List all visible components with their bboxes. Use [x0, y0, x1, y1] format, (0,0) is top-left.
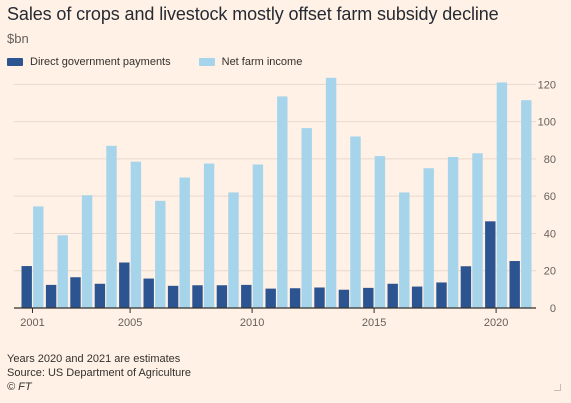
bar-net-income-2012	[301, 128, 312, 308]
bar-direct-payments-2005	[119, 262, 130, 308]
x-tick-label-2005: 2005	[118, 317, 142, 329]
bar-direct-payments-2004	[94, 283, 106, 308]
bar-net-income-2008	[203, 163, 215, 308]
x-tick-label-2020: 2020	[484, 317, 508, 329]
bar-net-income-2009	[228, 192, 239, 308]
bar-net-income-2020	[496, 82, 508, 309]
legend-label-direct-payments: Direct government payments	[30, 56, 171, 68]
legend-label-net-income: Net farm income	[221, 56, 303, 68]
y-tick-label-80: 80	[544, 154, 556, 166]
bar-net-income-2017	[423, 168, 434, 308]
bar-net-income-2018	[447, 157, 459, 308]
bar-net-income-2021	[521, 100, 532, 308]
x-tick-label-2001: 2001	[20, 317, 44, 329]
bar-direct-payments-2007	[167, 285, 179, 308]
bar-net-income-2019	[472, 153, 483, 308]
x-tick-label-2015: 2015	[362, 317, 386, 329]
bar-direct-payments-2011	[265, 288, 276, 308]
y-tick-label-60: 60	[544, 191, 556, 203]
bar-net-income-2004	[106, 145, 117, 308]
bar-direct-payments-2010	[241, 284, 252, 308]
bar-direct-payments-2020	[485, 221, 496, 308]
chart-legend: Direct government payments Net farm inco…	[7, 56, 330, 68]
bar-net-income-2016	[399, 192, 410, 308]
legend-swatch-net-income	[198, 58, 215, 66]
bar-direct-payments-2001	[21, 266, 32, 308]
bar-direct-payments-2013	[314, 287, 325, 308]
y-tick-label-40: 40	[544, 228, 556, 240]
bar-direct-payments-2015	[363, 287, 374, 308]
bar-net-income-2006	[155, 200, 166, 308]
bar-direct-payments-2021	[509, 261, 520, 308]
y-tick-label-100: 100	[538, 117, 556, 129]
y-tick-label-0: 0	[550, 303, 556, 315]
bar-direct-payments-2016	[387, 283, 398, 308]
y-tick-label-20: 20	[544, 266, 556, 278]
bar-direct-payments-2019	[460, 266, 472, 308]
legend-item-direct-payments: Direct government payments	[7, 56, 171, 68]
bar-net-income-2014	[350, 136, 361, 308]
bar-net-income-2013	[325, 77, 337, 309]
bar-direct-payments-2012	[289, 288, 301, 308]
bar-direct-payments-2017	[411, 286, 423, 308]
chart-title: Sales of crops and livestock mostly offs…	[7, 4, 499, 24]
y-tick-label-120: 120	[538, 79, 556, 91]
bar-net-income-2010	[252, 164, 264, 308]
bar-net-income-2007	[179, 177, 190, 308]
bar-net-income-2003	[81, 195, 93, 308]
unit-label: $bn	[7, 31, 29, 46]
footnote-copyright: © FT	[7, 381, 32, 393]
bar-direct-payments-2006	[143, 278, 154, 308]
bar-net-income-2005	[130, 161, 142, 308]
bar-net-income-2015	[374, 156, 386, 308]
bar-direct-payments-2018	[436, 282, 447, 308]
legend-swatch-direct-payments	[7, 58, 23, 66]
footnote-source: Source: US Department of Agriculture	[7, 367, 192, 379]
bar-direct-payments-2009	[216, 285, 228, 308]
bar-net-income-2001	[33, 206, 44, 308]
x-tick-label-2010: 2010	[240, 317, 264, 329]
resize-handle-icon	[554, 384, 561, 391]
legend-item-net-income: Net farm income	[198, 56, 303, 68]
bar-direct-payments-2014	[338, 289, 350, 308]
bar-direct-payments-2008	[192, 285, 203, 308]
bar-direct-payments-2003	[70, 277, 81, 308]
bar-net-income-2011	[277, 96, 288, 308]
footnote-estimates: Years 2020 and 2021 are estimates	[7, 353, 181, 365]
bar-net-income-2002	[57, 235, 68, 308]
bar-direct-payments-2002	[45, 284, 57, 308]
